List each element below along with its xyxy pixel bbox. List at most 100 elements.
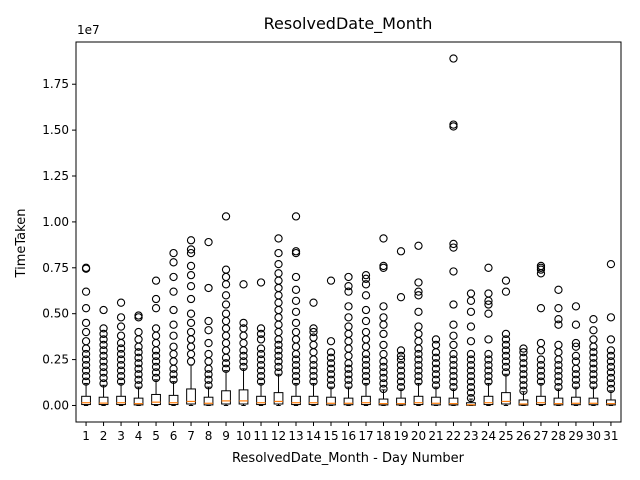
x-tick-label: 1 xyxy=(82,429,90,443)
x-tick-label: 27 xyxy=(533,429,548,443)
box-group-day-22 xyxy=(448,54,459,406)
outlier-point xyxy=(291,296,301,305)
iqr-box xyxy=(133,397,144,406)
outlier-point xyxy=(361,274,371,283)
outlier-point xyxy=(571,370,581,379)
outlier-point xyxy=(449,300,458,309)
outlier-point xyxy=(414,371,423,381)
x-tick-label: 4 xyxy=(135,429,143,443)
outlier-point xyxy=(274,362,283,372)
outlier-point xyxy=(81,355,91,364)
x-tick-label: 30 xyxy=(586,429,601,443)
outlier-point xyxy=(116,360,126,370)
outlier-point xyxy=(554,285,563,294)
y-tick-label: 0.00 xyxy=(42,398,69,412)
outlier-point xyxy=(81,304,91,313)
outlier-point xyxy=(449,360,458,370)
box-group-day-25 xyxy=(501,276,511,406)
outlier-point xyxy=(326,364,336,373)
outlier-point xyxy=(291,327,301,337)
outlier-point xyxy=(186,245,196,254)
outlier-point xyxy=(414,349,423,359)
outlier-point xyxy=(431,340,441,350)
outlier-point xyxy=(151,351,161,361)
outlier-point xyxy=(151,368,161,377)
outlier-point xyxy=(554,304,563,313)
x-tick-label: 10 xyxy=(236,429,251,443)
iqr-box xyxy=(483,395,494,406)
outlier-point xyxy=(589,364,598,373)
iqr-box xyxy=(98,396,109,406)
outlier-point xyxy=(379,349,388,359)
outlier-point xyxy=(484,371,493,381)
outlier-point xyxy=(396,360,406,370)
outlier-point xyxy=(449,331,458,340)
outlier-point xyxy=(81,366,91,375)
outlier-point xyxy=(81,264,91,273)
outlier-point xyxy=(554,377,563,386)
outlier-point xyxy=(501,351,511,361)
outlier-point xyxy=(466,289,476,298)
outlier-point xyxy=(151,362,161,372)
outlier-point xyxy=(186,309,196,318)
outlier-point xyxy=(501,346,511,355)
iqr-box xyxy=(203,396,214,406)
outlier-point xyxy=(431,359,441,368)
outlier-point xyxy=(484,366,493,375)
outlier-point xyxy=(519,348,528,357)
box-group-day-10 xyxy=(238,280,249,406)
outlier-point xyxy=(361,360,371,370)
outlier-point xyxy=(519,370,528,379)
outlier-point xyxy=(256,344,266,353)
outlier-point xyxy=(414,360,423,370)
iqr-box xyxy=(431,396,441,406)
box-group-day-30 xyxy=(588,315,599,406)
x-tick-label: 9 xyxy=(222,429,230,443)
outlier-point xyxy=(291,360,301,370)
outlier-point xyxy=(99,329,108,339)
outlier-point xyxy=(414,287,423,296)
outlier-point xyxy=(221,309,231,318)
outlier-point xyxy=(431,335,441,344)
outlier-point xyxy=(274,351,283,361)
outlier-point xyxy=(221,265,231,274)
outlier-point xyxy=(379,234,388,243)
box-group-day-20 xyxy=(413,241,424,406)
outlier-point xyxy=(134,359,143,368)
outlier-point xyxy=(256,335,266,344)
outlier-point xyxy=(589,326,598,335)
y-tick-label: 1.50 xyxy=(42,123,69,137)
outlier-point xyxy=(169,258,178,267)
iqr-box xyxy=(536,395,546,406)
outlier-point xyxy=(379,379,388,388)
iqr-box xyxy=(238,389,249,405)
outlier-point xyxy=(554,366,563,375)
outlier-point xyxy=(221,359,231,368)
outlier-point xyxy=(81,360,91,370)
outlier-point xyxy=(344,287,353,296)
box-group-day-6 xyxy=(168,248,179,406)
outlier-point xyxy=(344,282,353,291)
box-group-day-7 xyxy=(186,236,196,406)
x-tick-label: 16 xyxy=(341,429,356,443)
outlier-point xyxy=(414,241,423,250)
box-group-day-19 xyxy=(396,247,406,406)
outlier-point xyxy=(571,320,581,329)
outlier-point xyxy=(309,371,318,381)
outlier-point xyxy=(151,294,161,304)
outlier-point xyxy=(466,349,476,359)
outlier-point xyxy=(326,359,336,368)
outlier-point xyxy=(274,259,283,269)
outlier-point xyxy=(309,327,318,337)
iqr-box xyxy=(571,396,581,406)
outlier-point xyxy=(99,335,108,344)
outlier-point xyxy=(134,327,143,337)
outlier-point xyxy=(396,366,406,375)
outlier-point xyxy=(501,340,511,350)
outlier-point xyxy=(151,304,161,313)
outlier-point xyxy=(379,329,388,339)
outlier-point xyxy=(344,272,353,282)
y-tick-label: 1.00 xyxy=(42,215,69,229)
iqr-box xyxy=(606,399,616,406)
